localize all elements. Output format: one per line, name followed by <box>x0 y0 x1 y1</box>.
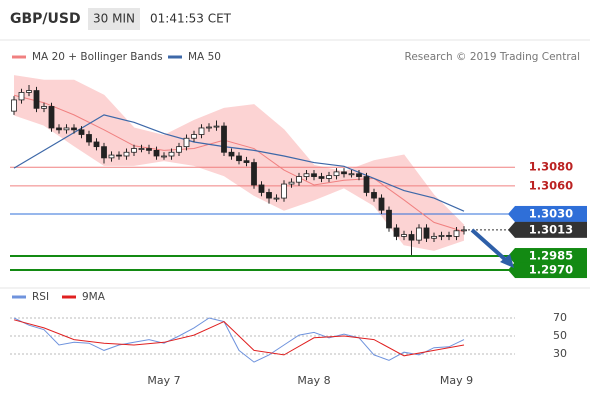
candle-body <box>198 127 205 135</box>
candle-body <box>33 90 40 109</box>
legend-label: RSI <box>32 291 49 303</box>
level-label: 1.3060 <box>529 178 573 192</box>
candle-body <box>423 227 430 239</box>
candle-body <box>41 106 47 109</box>
y-tick-label: 70 <box>553 311 567 324</box>
candle-body <box>296 176 302 183</box>
candle-body <box>363 176 370 193</box>
level-box <box>515 221 587 238</box>
candle-body <box>453 230 460 237</box>
candle-body <box>326 175 332 179</box>
arrow <box>470 228 510 264</box>
symbol: GBP/USD <box>10 11 81 27</box>
candle-body <box>63 127 70 131</box>
level-box-tip <box>508 248 515 265</box>
level-box <box>515 248 587 265</box>
level-box <box>515 205 587 222</box>
x-tick-label: May 7 <box>147 374 180 387</box>
candle-body <box>138 148 145 150</box>
level-label: 1.3030 <box>529 206 573 220</box>
level-label: 1.2970 <box>529 263 573 277</box>
candle-body <box>71 127 77 131</box>
candle-body <box>26 90 32 93</box>
candle-body <box>348 173 355 176</box>
candle-body <box>266 192 272 199</box>
candle-body <box>416 227 422 241</box>
time: 01:41:53 CET <box>150 12 232 26</box>
candle-body <box>356 173 362 177</box>
candle-body <box>86 134 92 143</box>
candle-body <box>318 176 325 179</box>
rsi-line <box>13 319 465 357</box>
candle-body <box>438 235 445 237</box>
level-label: 1.2985 <box>529 249 573 263</box>
candle-body <box>168 151 175 157</box>
x-tick-label: May 9 <box>440 374 473 387</box>
interval: 30 MIN <box>93 12 135 26</box>
candle-body <box>311 173 317 177</box>
candle-body <box>108 154 115 159</box>
ma50-line <box>13 114 465 212</box>
candle-body <box>333 171 340 177</box>
candle-body <box>56 127 62 131</box>
candle-body <box>123 151 130 157</box>
candle-body <box>386 209 392 229</box>
candle-body <box>93 141 100 148</box>
level-label: 1.3080 <box>529 160 573 174</box>
candle-body <box>341 171 347 175</box>
candle-body <box>78 129 85 135</box>
candle-body <box>131 148 137 153</box>
candle-body <box>303 173 310 177</box>
candle-body <box>273 197 280 200</box>
candle-body <box>206 126 212 129</box>
candle-body <box>236 155 242 162</box>
legend-label: 9MA <box>82 291 106 303</box>
level-box-tip <box>508 221 515 238</box>
candle-body <box>146 148 152 151</box>
candle-body <box>153 149 160 157</box>
candle-body <box>393 227 400 237</box>
interval-box <box>88 8 140 30</box>
rsi-line <box>13 317 465 363</box>
y-tick-label: 30 <box>553 347 567 360</box>
candle-body <box>48 106 55 129</box>
candle-body <box>161 155 167 158</box>
credit: Research © 2019 Trading Central <box>405 51 581 63</box>
candle-body <box>116 154 122 157</box>
candle-body <box>408 234 415 241</box>
candle-body <box>191 134 197 139</box>
legend-label: MA 20 + Bollinger Bands <box>32 51 163 63</box>
arrow-head <box>500 254 514 268</box>
candle-body <box>251 162 257 186</box>
candle-body <box>401 234 407 237</box>
candle-body <box>213 125 220 128</box>
x-tick-label: May 8 <box>297 374 330 387</box>
candle-body <box>228 151 235 157</box>
candle-body <box>11 99 17 112</box>
candle-body <box>176 146 182 153</box>
candle-body <box>183 137 190 148</box>
level-box-tip <box>508 205 515 222</box>
level-box <box>515 262 587 279</box>
candle-body <box>431 235 437 239</box>
candle-body <box>288 181 295 185</box>
level-label: 1.3013 <box>529 222 573 236</box>
candle-body <box>243 160 250 163</box>
candle-body <box>446 235 452 237</box>
legend-label: MA 50 <box>188 51 221 63</box>
ma20-line <box>13 94 465 233</box>
candle-body <box>281 183 287 199</box>
candle-body <box>371 192 377 199</box>
candle-body <box>258 184 265 193</box>
candle-body <box>221 125 227 153</box>
candle-body <box>18 92 25 101</box>
candle-body <box>378 197 385 211</box>
candle-body <box>101 146 107 159</box>
bollinger-upper <box>13 75 465 226</box>
y-tick-label: 50 <box>553 329 567 342</box>
candle-body <box>461 229 467 232</box>
